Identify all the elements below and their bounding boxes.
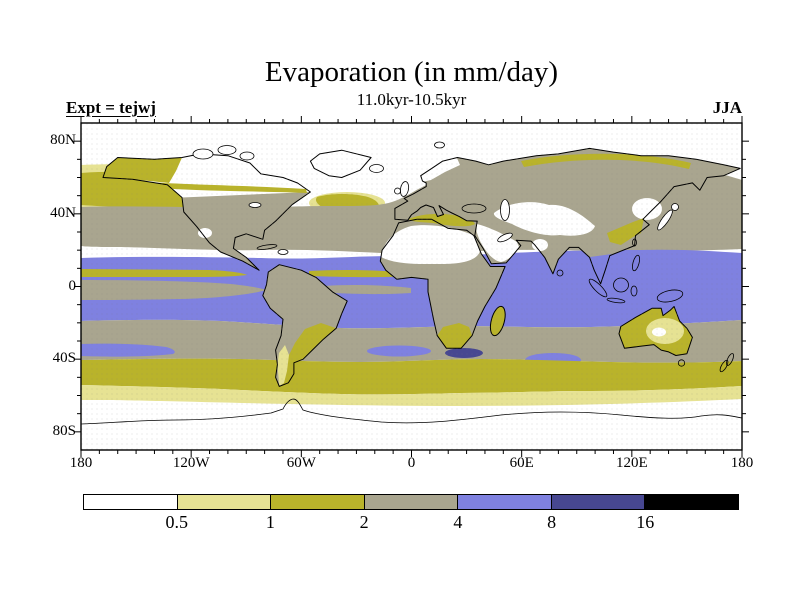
lat-tick-label: 80N xyxy=(50,132,76,149)
colorbar-segment xyxy=(550,495,645,509)
season-label: JJA xyxy=(712,98,742,117)
lon-tick-label: 0 xyxy=(407,455,416,471)
colorbar-level-label: 4 xyxy=(453,512,463,532)
experiment-label: Expt = tejwj xyxy=(66,98,156,117)
colorbar-level-label: 16 xyxy=(636,512,655,532)
colorbar-segment xyxy=(270,495,364,509)
colorbar-level-label: 1 xyxy=(265,512,275,532)
lon-tick-label: 180 xyxy=(730,455,754,471)
colorbar-level-label: 0.5 xyxy=(165,512,188,532)
world-map xyxy=(80,123,743,450)
lon-tick-label: 120W xyxy=(172,455,210,471)
page-subtitle: 11.0kyr-10.5kyr xyxy=(356,90,467,109)
colorbar-segment xyxy=(176,495,271,509)
colorbar-level-label: 8 xyxy=(547,512,557,532)
lon-tick-label: 120E xyxy=(615,455,648,471)
stipple-texture xyxy=(81,123,742,450)
page-title: Evaporation (in mm/day) xyxy=(264,56,559,88)
colorbar xyxy=(83,494,739,510)
colorbar-segment xyxy=(363,495,458,509)
lat-tick-label: 40N xyxy=(50,204,76,221)
lon-tick-label: 180 xyxy=(69,455,93,471)
colorbar-level-label: 2 xyxy=(359,512,369,532)
colorbar-segment xyxy=(457,495,551,509)
lat-tick-label: 80S xyxy=(52,422,76,439)
lat-tick-label: 40S xyxy=(52,350,76,367)
lat-tick-label: 0 xyxy=(68,277,77,294)
colorbar-segment xyxy=(84,495,177,509)
lon-tick-label: 60E xyxy=(509,455,534,471)
colorbar-segment xyxy=(644,495,739,509)
lon-tick-label: 60W xyxy=(286,455,316,471)
